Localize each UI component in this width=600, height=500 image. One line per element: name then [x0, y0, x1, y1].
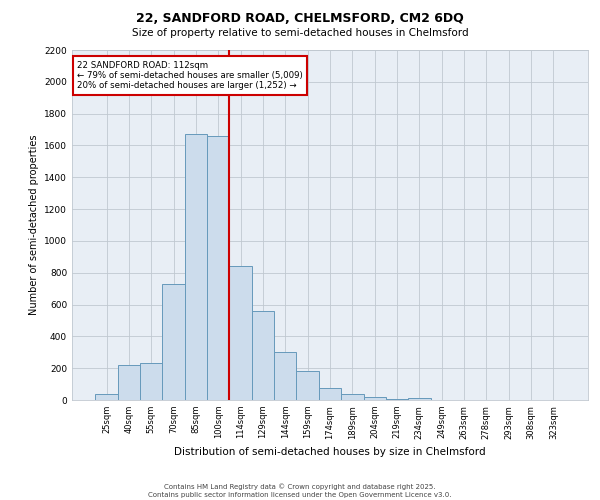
Text: Size of property relative to semi-detached houses in Chelmsford: Size of property relative to semi-detach… [131, 28, 469, 38]
Bar [274, 352, 296, 400]
Bar [252, 311, 274, 400]
Text: 22 SANDFORD ROAD: 112sqm
← 79% of semi-detached houses are smaller (5,009)
20% o: 22 SANDFORD ROAD: 112sqm ← 79% of semi-d… [77, 60, 303, 90]
Bar [185, 134, 207, 400]
Bar [229, 266, 252, 400]
Bar [95, 394, 118, 400]
Y-axis label: Number of semi-detached properties: Number of semi-detached properties [29, 134, 38, 316]
Bar [296, 372, 319, 400]
Bar [319, 388, 341, 400]
Text: 22, SANDFORD ROAD, CHELMSFORD, CM2 6DQ: 22, SANDFORD ROAD, CHELMSFORD, CM2 6DQ [136, 12, 464, 26]
Bar [386, 399, 408, 400]
Bar [163, 284, 185, 400]
Bar [364, 397, 386, 400]
Bar [118, 365, 140, 400]
X-axis label: Distribution of semi-detached houses by size in Chelmsford: Distribution of semi-detached houses by … [174, 447, 486, 457]
Bar [207, 136, 229, 400]
Text: Contains HM Land Registry data © Crown copyright and database right 2025.
Contai: Contains HM Land Registry data © Crown c… [148, 484, 452, 498]
Bar [140, 364, 163, 400]
Bar [408, 398, 431, 400]
Bar [341, 394, 364, 400]
